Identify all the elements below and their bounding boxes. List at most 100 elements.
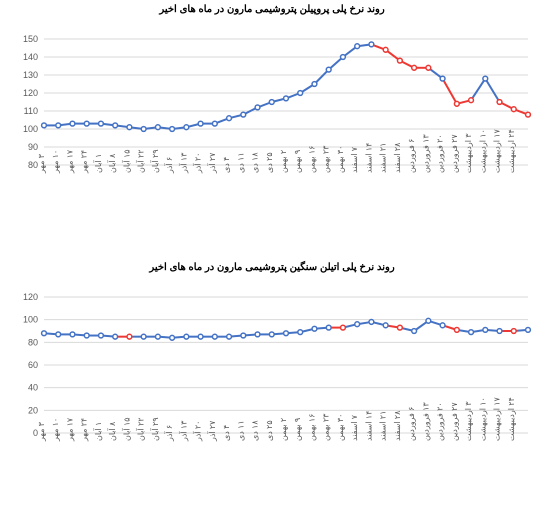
svg-text:۲۴ مهر: ۲۴ مهر <box>80 418 89 442</box>
svg-text:۲۳ بهمن: ۲۳ بهمن <box>322 413 331 441</box>
svg-text:۱۵ آبان: ۱۵ آبان <box>121 149 131 173</box>
svg-text:120: 120 <box>23 88 38 98</box>
data-point <box>184 125 189 130</box>
svg-text:۳ اردیبهشت: ۳ اردیبهشت <box>464 401 473 441</box>
data-point <box>227 334 232 339</box>
data-point <box>170 335 175 340</box>
svg-text:۱۱ دی: ۱۱ دی <box>236 152 245 173</box>
svg-text:110: 110 <box>24 106 38 116</box>
svg-text:۱۴ اسفند: ۱۴ اسفند <box>364 143 373 173</box>
data-point <box>298 330 303 335</box>
data-point <box>255 332 260 337</box>
svg-text:۱۰ اردیبهشت: ۱۰ اردیبهشت <box>478 397 487 441</box>
data-point <box>269 332 274 337</box>
svg-text:80: 80 <box>28 337 38 347</box>
data-point <box>412 329 417 334</box>
svg-text:۲۰ آذر: ۲۰ آذر <box>193 421 203 442</box>
data-point <box>241 112 246 117</box>
svg-text:۱۴ اسفند: ۱۴ اسفند <box>364 411 373 441</box>
svg-text:۱۸ دی: ۱۸ دی <box>251 152 260 173</box>
svg-text:۱۳ فروردین: ۱۳ فروردین <box>421 402 430 441</box>
svg-text:۱ آبان: ۱ آبان <box>93 154 103 173</box>
data-point <box>355 44 360 49</box>
data-point <box>298 91 303 96</box>
svg-text:۲۴ اردیبهشت: ۲۴ اردیبهشت <box>507 397 516 441</box>
svg-text:۱۶ بهمن: ۱۶ بهمن <box>307 146 316 173</box>
svg-text:۲۰ فروردین: ۲۰ فروردین <box>436 134 445 173</box>
data-point <box>284 331 289 336</box>
svg-text:۱۳ آذر: ۱۳ آذر <box>178 152 188 174</box>
data-point <box>312 82 317 87</box>
data-point <box>497 329 502 334</box>
data-point <box>497 100 502 105</box>
data-point <box>341 55 346 60</box>
data-point <box>84 121 89 126</box>
svg-text:۱۶ بهمن: ۱۶ بهمن <box>307 414 316 441</box>
data-point <box>511 107 516 112</box>
svg-text:90: 90 <box>28 142 38 152</box>
data-point <box>184 334 189 339</box>
svg-text:۶ فروردین: ۶ فروردین <box>407 139 416 173</box>
svg-text:۸ آبان: ۸ آبان <box>107 421 117 441</box>
data-point <box>341 325 346 330</box>
data-point <box>526 112 531 117</box>
svg-text:۲۲ آبان: ۲۲ آبان <box>136 149 146 173</box>
svg-text:۹ بهمن: ۹ بهمن <box>293 418 302 441</box>
data-point <box>383 323 388 328</box>
data-point <box>99 121 104 126</box>
data-point <box>397 325 402 330</box>
svg-text:۲۳ بهمن: ۲۳ بهمن <box>322 145 331 173</box>
svg-text:۲۰ آذر: ۲۰ آذر <box>193 153 203 174</box>
data-point <box>56 332 61 337</box>
svg-text:60: 60 <box>28 360 38 370</box>
chart-polyethylene: روند نرخ پلی اتیلن سنگین پتروشیمی مارون … <box>0 258 544 512</box>
svg-text:۲۷ آذر: ۲۷ آذر <box>207 420 217 442</box>
data-point <box>269 100 274 105</box>
svg-text:۲۵ دی: ۲۵ دی <box>265 152 274 173</box>
data-point <box>241 333 246 338</box>
data-point <box>255 105 260 110</box>
svg-text:۳۰ بهمن: ۳۰ بهمن <box>336 414 345 441</box>
data-point <box>369 320 374 325</box>
data-point <box>99 333 104 338</box>
svg-text:۱۷ اردیبهشت: ۱۷ اردیبهشت <box>493 397 502 442</box>
svg-text:۲۴ مهر: ۲۴ مهر <box>80 150 89 174</box>
svg-text:۱۷ اردیبهشت: ۱۷ اردیبهشت <box>493 129 502 174</box>
svg-text:۷ اسفند: ۷ اسفند <box>350 146 359 173</box>
data-point <box>426 65 431 70</box>
data-point <box>412 65 417 70</box>
data-point <box>369 42 374 47</box>
svg-text:100: 100 <box>23 124 38 134</box>
data-point <box>127 125 132 130</box>
svg-text:۲۲ آبان: ۲۲ آبان <box>136 417 146 441</box>
svg-text:۱۱ دی: ۱۱ دی <box>236 420 245 441</box>
data-point <box>397 58 402 63</box>
svg-text:۳ مهر: ۳ مهر <box>37 421 46 442</box>
svg-text:۲۹ آبان: ۲۹ آبان <box>150 417 160 441</box>
svg-text:150: 150 <box>23 34 38 44</box>
data-point <box>326 67 331 72</box>
svg-text:20: 20 <box>28 405 38 415</box>
chart1-title: روند نرخ پلی پروپیلن پتروشیمی مارون در م… <box>0 0 544 17</box>
data-point <box>127 334 132 339</box>
svg-text:۱۰ مهر: ۱۰ مهر <box>51 418 60 442</box>
svg-text:۲۷ فروردین: ۲۷ فروردین <box>450 134 459 173</box>
svg-text:40: 40 <box>28 383 38 393</box>
chart-polypropylene: روند نرخ پلی پروپیلن پتروشیمی مارون در م… <box>0 0 544 234</box>
data-point <box>141 334 146 339</box>
svg-text:120: 120 <box>23 292 38 302</box>
data-point <box>469 330 474 335</box>
svg-text:۲ بهمن: ۲ بهمن <box>279 150 288 173</box>
svg-text:۱ آبان: ۱ آبان <box>93 422 103 441</box>
svg-text:۲۸ اسفند: ۲۸ اسفند <box>393 410 402 441</box>
data-point <box>42 123 47 128</box>
data-point <box>383 47 388 52</box>
svg-text:۸ آبان: ۸ آبان <box>107 153 117 173</box>
svg-text:۱۰ اردیبهشت: ۱۰ اردیبهشت <box>478 129 487 173</box>
svg-text:۱۵ آبان: ۱۵ آبان <box>121 417 131 441</box>
svg-text:۱۷ مهر: ۱۷ مهر <box>65 417 74 442</box>
data-point <box>70 332 75 337</box>
svg-text:۶ آذر: ۶ آذر <box>164 425 174 442</box>
svg-text:۳۰ بهمن: ۳۰ بهمن <box>336 146 345 173</box>
svg-text:۲۹ آبان: ۲۹ آبان <box>150 149 160 173</box>
